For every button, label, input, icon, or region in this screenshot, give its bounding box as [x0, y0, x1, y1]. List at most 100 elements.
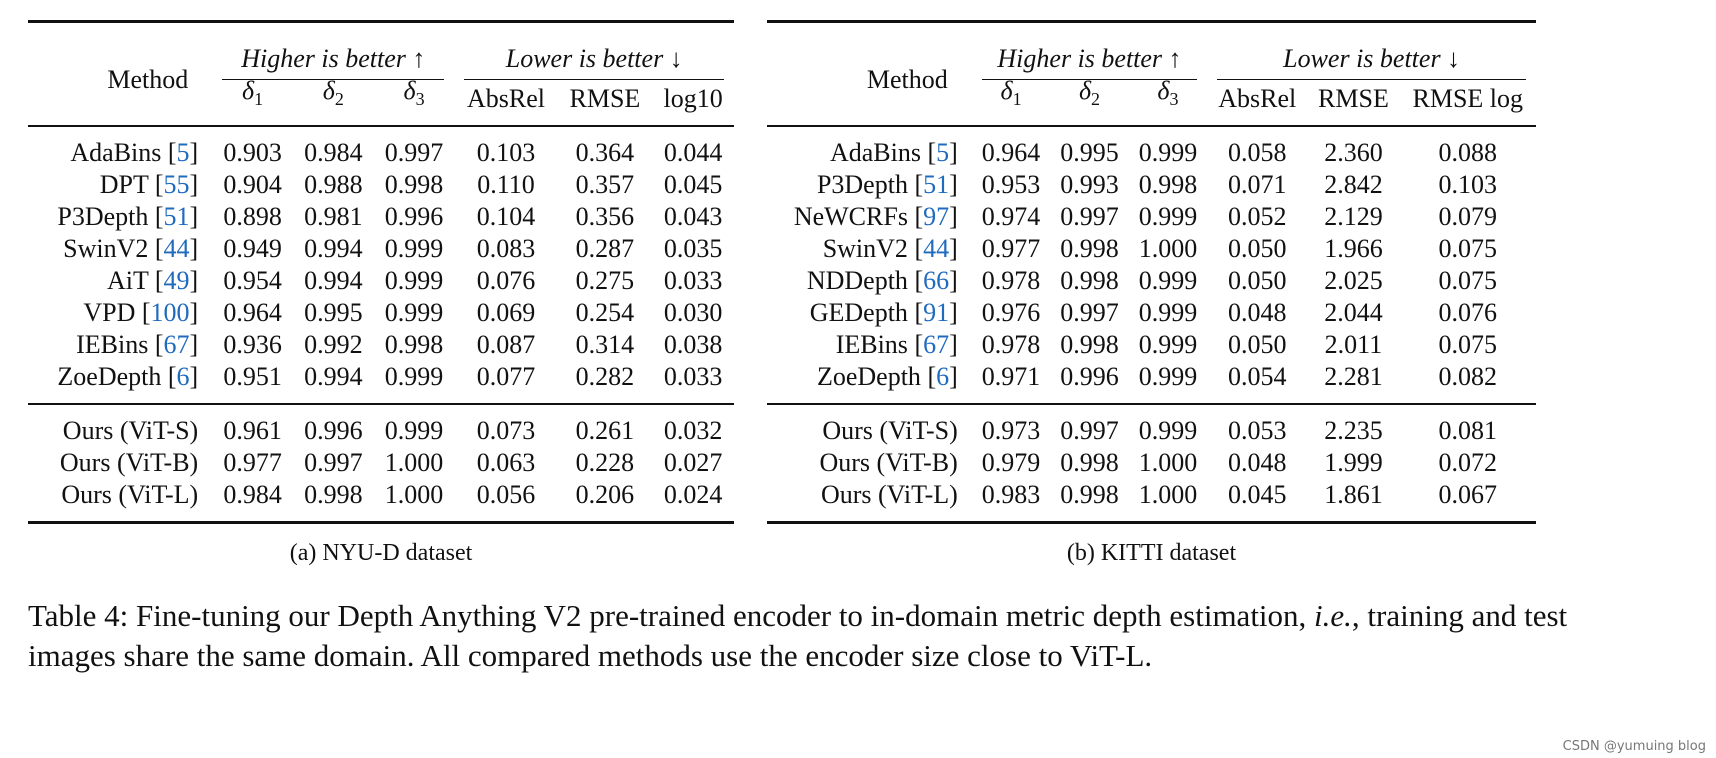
- value-cell: 0.999: [1138, 202, 1198, 232]
- value-cell: 0.282: [575, 362, 635, 392]
- value-cell: 2.025: [1324, 266, 1383, 296]
- citation-link[interactable]: 91: [923, 298, 950, 328]
- citation-link[interactable]: 67: [163, 330, 190, 360]
- delta2-header: δ2: [322, 76, 344, 110]
- value-cell: 0.977: [981, 234, 1041, 264]
- value-cell: 0.050: [1228, 266, 1287, 296]
- value-cell: 0.045: [1228, 480, 1287, 510]
- citation-link[interactable]: 5: [936, 138, 950, 168]
- value-cell: 0.998: [1060, 266, 1119, 296]
- citation-link[interactable]: 6: [936, 362, 950, 392]
- citation-link[interactable]: 66: [923, 266, 950, 296]
- citation-link[interactable]: 100: [150, 298, 190, 328]
- table-row: ZoeDepth [6] 0.951 0.994 0.999 0.077 0.282 0.0…: [28, 361, 734, 405]
- value-cell: 0.998: [384, 170, 444, 200]
- method-cell: GEDepth [91]: [809, 298, 958, 328]
- citation-link[interactable]: 44: [163, 234, 190, 264]
- value-cell: 0.978: [981, 266, 1041, 296]
- table-row: P3Depth [51] 0.898 0.981 0.996 0.104 0.356 0.0…: [28, 201, 734, 233]
- value-cell: 0.949: [223, 234, 282, 264]
- value-cell: 0.998: [1060, 330, 1119, 360]
- table-row: IEBins [67] 0.978 0.998 0.999 0.050 2.011 0.07…: [767, 329, 1536, 361]
- citation-link[interactable]: 67: [923, 330, 950, 360]
- value-cell: 0.075: [1438, 266, 1498, 296]
- citation-link[interactable]: 5: [176, 138, 190, 168]
- value-cell: 0.994: [304, 234, 363, 264]
- value-cell: 0.999: [1138, 362, 1198, 392]
- method-cell: AiT [49]: [106, 266, 199, 296]
- value-cell: 0.964: [981, 138, 1041, 168]
- table-row: IEBins [67] 0.936 0.992 0.998 0.087 0.314 0.03…: [28, 329, 734, 361]
- value-cell: 1.000: [384, 448, 444, 478]
- value-cell: 0.075: [1438, 330, 1498, 360]
- value-cell: 0.038: [663, 330, 723, 360]
- ours-row: Ours (ViT-L) 0.984 0.998 1.000 0.056 0.206 0.0…: [28, 479, 734, 523]
- rmse-header: RMSE: [569, 84, 641, 114]
- value-cell: 0.995: [1060, 138, 1119, 168]
- value-cell: 0.999: [1138, 330, 1198, 360]
- method-cell: P3Depth [51]: [816, 170, 958, 200]
- citation-link[interactable]: 6: [176, 362, 190, 392]
- ours-row: Ours (ViT-L) 0.983 0.998 1.000 0.045 1.861 0.0…: [767, 479, 1536, 523]
- value-cell: 2.011: [1324, 330, 1383, 360]
- value-cell: 0.043: [663, 202, 723, 232]
- method-name: NeWCRFs: [793, 202, 908, 232]
- citation-link[interactable]: 97: [923, 202, 950, 232]
- ours-row: Ours (ViT-B) 0.977 0.997 1.000 0.063 0.228 0.0…: [28, 447, 734, 479]
- value-cell: 0.999: [1138, 138, 1198, 168]
- table-row: AdaBins [5] 0.964 0.995 0.999 0.058 2.360 0.08…: [767, 126, 1536, 169]
- value-cell: 0.088: [1438, 138, 1498, 168]
- delta3-header: δ3: [403, 76, 425, 110]
- value-cell: 0.033: [663, 362, 723, 392]
- value-cell: 0.075: [1438, 234, 1498, 264]
- value-cell: 2.044: [1324, 298, 1383, 328]
- value-cell: 0.053: [1228, 416, 1287, 446]
- value-cell: 0.069: [476, 298, 536, 328]
- value-cell: 0.999: [384, 362, 444, 392]
- method-name: GEDepth: [809, 298, 908, 328]
- citation-link[interactable]: 49: [163, 266, 190, 296]
- value-cell: 0.997: [304, 448, 363, 478]
- value-cell: 0.998: [384, 330, 444, 360]
- method-name: AiT: [106, 266, 149, 296]
- table-row: GEDepth [91] 0.976 0.997 0.999 0.048 2.044 0.0…: [767, 297, 1536, 329]
- table-kitti: Method Higher is better ↑ Lower is bette…: [767, 20, 1536, 524]
- value-cell: 0.254: [575, 298, 635, 328]
- lower-better-header: Lower is better ↓: [454, 22, 734, 80]
- ours-row: Ours (ViT-S) 0.973 0.997 0.999 0.053 2.235 0.0…: [767, 404, 1536, 447]
- lower-better-header: Lower is better ↓: [1207, 22, 1536, 80]
- value-cell: 0.993: [1060, 170, 1119, 200]
- method-cell: ZoeDepth [6]: [57, 362, 199, 392]
- value-cell: 1.861: [1324, 480, 1383, 510]
- delta2-header: δ2: [1078, 76, 1101, 110]
- value-cell: 0.964: [223, 298, 282, 328]
- table-row: AiT [49] 0.954 0.994 0.999 0.076 0.275 0.033: [28, 265, 734, 297]
- value-cell: 0.971: [981, 362, 1041, 392]
- value-cell: 0.275: [575, 266, 635, 296]
- citation-link[interactable]: 51: [163, 202, 190, 232]
- value-cell: 0.110: [477, 170, 535, 200]
- higher-better-header: Higher is better ↑: [212, 22, 454, 80]
- value-cell: 0.992: [304, 330, 363, 360]
- citation-link[interactable]: 44: [923, 234, 950, 264]
- value-cell: 0.027: [663, 448, 723, 478]
- method-name: AdaBins: [70, 138, 162, 168]
- value-cell: 0.032: [663, 416, 723, 446]
- delta1-header: δ1: [1000, 76, 1022, 110]
- citation-link[interactable]: 55: [163, 170, 190, 200]
- value-cell: 0.087: [476, 330, 536, 360]
- value-cell: 0.983: [981, 480, 1041, 510]
- table-body: AdaBins [5] 0.903 0.984 0.997 0.103 0.364 0.04…: [28, 126, 734, 405]
- value-cell: 0.073: [476, 416, 536, 446]
- value-cell: 0.996: [384, 202, 444, 232]
- value-cell: 0.077: [476, 362, 536, 392]
- value-cell: 0.287: [575, 234, 635, 264]
- absrel-header: AbsRel: [466, 84, 545, 114]
- value-cell: 0.997: [1060, 416, 1119, 446]
- table-row: SwinV2 [44] 0.949 0.994 0.999 0.083 0.287 0.03…: [28, 233, 734, 265]
- value-cell: 0.206: [575, 480, 635, 510]
- value-cell: 0.979: [981, 448, 1041, 478]
- citation-link[interactable]: 51: [923, 170, 950, 200]
- method-name: AdaBins: [829, 138, 921, 168]
- method-cell: SwinV2 [44]: [63, 234, 199, 264]
